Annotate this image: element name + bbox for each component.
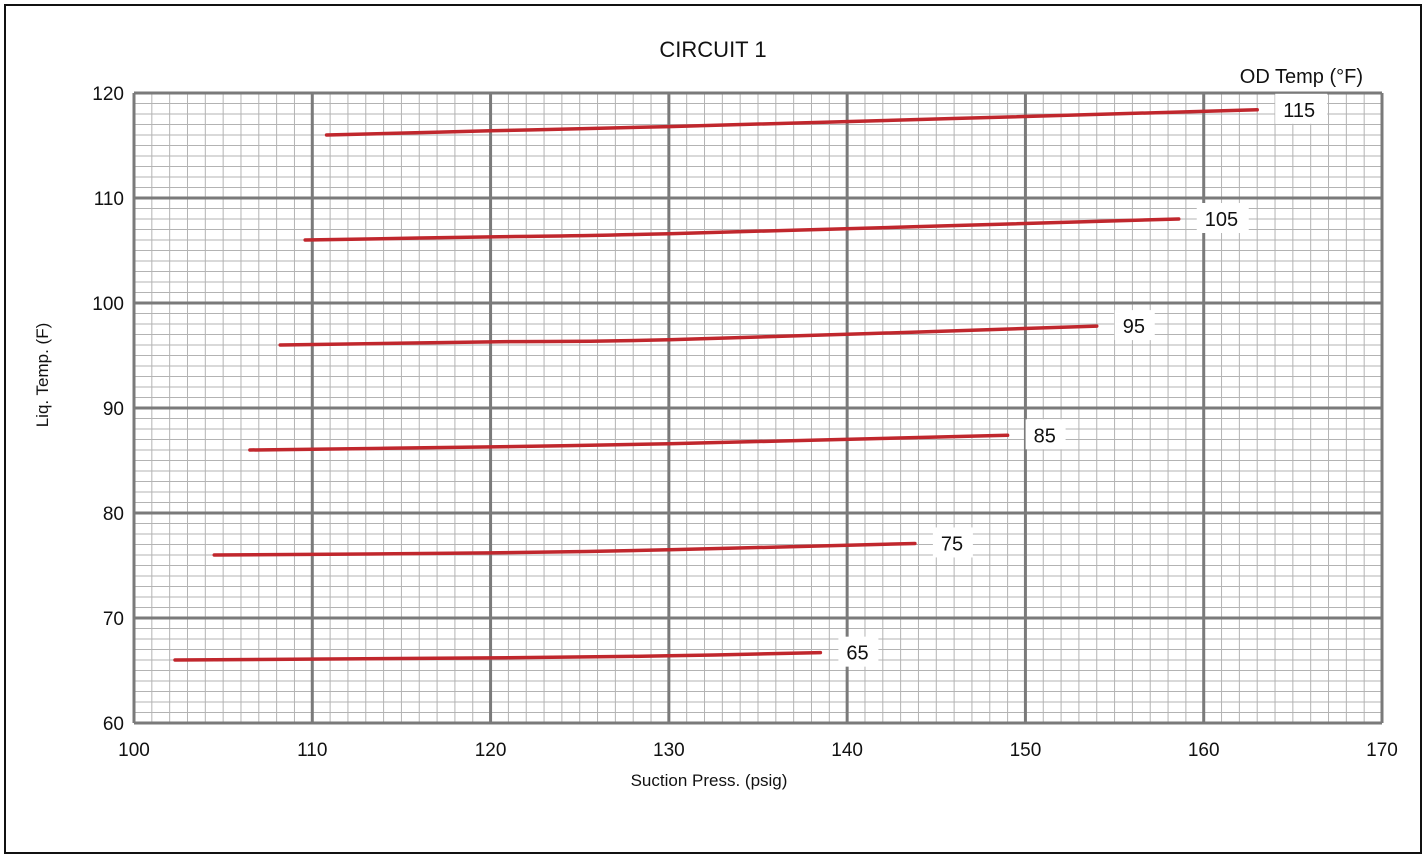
curve-label-115: 115 [1283,100,1315,122]
x-tick-label: 150 [1010,740,1042,761]
grid [132,91,1384,725]
y-tick-label: 60 [103,714,124,735]
curve-label-75: 75 [941,533,963,555]
legend-title: OD Temp (°F) [1240,66,1363,88]
curve-label-bg [932,527,973,558]
x-tick-label: 170 [1366,740,1398,761]
x-tick-label: 160 [1188,740,1220,761]
x-tick-label: 110 [297,740,327,761]
curve-105 [303,217,1181,242]
curves: 65 75 85 95 105 115 [173,93,1328,667]
y-tick-label: 90 [103,399,124,420]
curve-65 [173,650,823,662]
curve-label-85: 85 [1034,425,1056,447]
tick-labels: 100 110 120 130 140 150 160 170 60 70 80 90 100 110 12… [92,84,1398,761]
curve-115 [324,108,1259,137]
curve-label-bg [1196,203,1249,233]
curve-75 [212,541,917,557]
curve-label-bg [838,636,879,667]
y-tick-label: 80 [103,504,124,525]
curve-85 [248,433,1010,452]
x-tick-label: 120 [475,740,507,761]
curve-label-65: 65 [846,643,868,665]
chart-title: CIRCUIT 1 [659,37,766,62]
curve-label-95: 95 [1123,316,1145,338]
x-tick-label: 130 [653,740,685,761]
y-tick-label: 100 [92,294,124,315]
curve-label-bg [1114,310,1155,341]
curve-label-bg [1025,419,1066,450]
curve-label-105: 105 [1205,209,1238,231]
y-tick-label: 70 [103,609,124,630]
y-tick-label: 110 [94,189,124,210]
y-tick-label: 120 [92,84,124,105]
curve-label-bg [1275,93,1328,124]
chart-svg: 100 110 120 130 140 150 160 170 60 70 80 90 100 110 12… [33,37,1398,790]
x-axis-label: Suction Press. (psig) [631,771,788,790]
chart-frame: 100 110 120 130 140 150 160 170 60 70 80 90 100 110 12… [4,4,1422,854]
x-tick-label: 100 [118,740,150,761]
y-axis-label: Liq. Temp. (F) [33,323,52,428]
curve-95 [278,324,1099,347]
x-tick-label: 140 [831,740,863,761]
